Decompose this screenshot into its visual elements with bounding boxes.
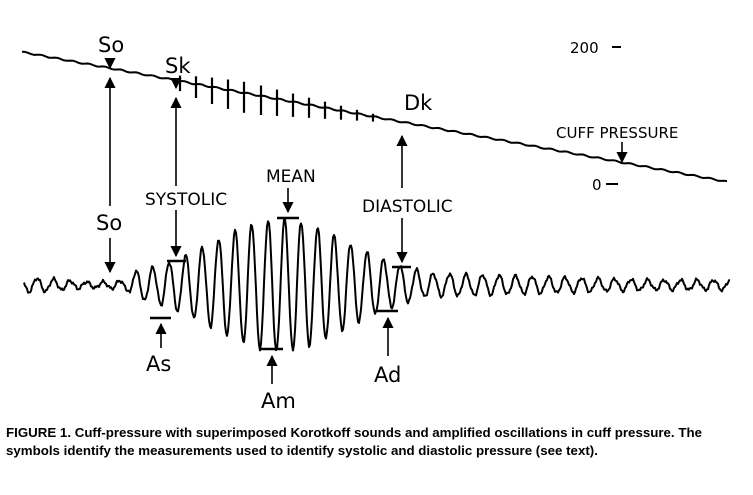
figure-diagram: So Sk Dk 200 CUFF PRESSURE 0 SYSTOLIC ME… [21, 33, 731, 413]
so-top-label: So [98, 33, 124, 57]
pressure-tick-0: 0 [592, 176, 602, 194]
cuff-pressure-label: CUFF PRESSURE [556, 124, 678, 142]
sk-label: Sk [165, 54, 191, 78]
mean-label: MEAN [266, 167, 316, 187]
pressure-tick-200: 200 [570, 39, 599, 57]
diastolic-label: DIASTOLIC [362, 197, 453, 217]
am-label: Am [261, 389, 296, 413]
cuff-pressure-trace [21, 50, 728, 183]
so-mid-label: So [96, 211, 122, 235]
oscillation-trace [23, 218, 731, 352]
korotkoff-sound-spikes [178, 75, 375, 122]
as-label: As [146, 352, 171, 376]
ad-label: Ad [374, 363, 401, 387]
figure-caption: FIGURE 1. Cuff-pressure with superimpose… [6, 425, 702, 458]
dk-label: Dk [404, 91, 433, 115]
systolic-label: SYSTOLIC [145, 190, 227, 210]
